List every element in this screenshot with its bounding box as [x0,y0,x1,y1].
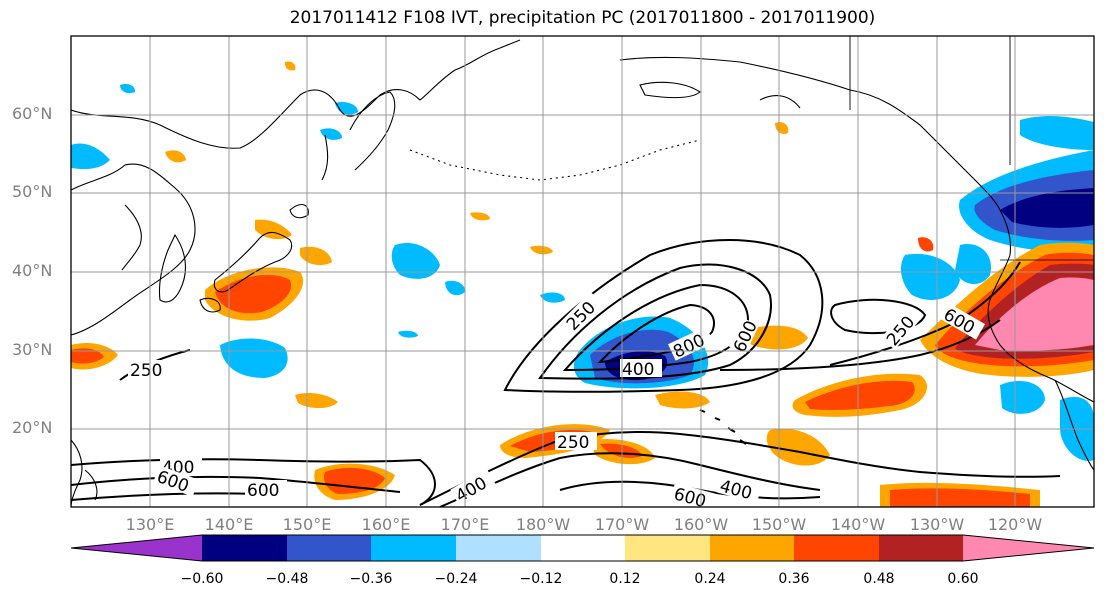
colorbar [70,534,1095,562]
lon-label-170e: 170°E [440,515,490,534]
colorbar-extend-max [963,535,1094,561]
contour-label-250-south: 250 [557,433,589,453]
colorbar-tick-3: −0.36 [349,571,393,587]
lon-label-170w: 170°W [594,515,650,534]
lon-label-160e: 160°E [361,515,411,534]
lat-label-60n: 60°N [12,104,53,123]
contour-label-250-west: 250 [130,361,162,381]
contour-label-400-hawaii: 400 [718,476,755,504]
lon-label-140e: 140°E [204,515,254,534]
lon-label-160w: 160°W [673,515,729,534]
lon-label-140w: 140°W [830,515,886,534]
ivt-contours [71,239,1061,507]
colorbar-tick-5: −0.12 [519,571,563,587]
colorbar-outline [70,534,1095,562]
map-title: 2017011412 F108 IVT, precipitation PC (2… [289,8,876,28]
colorbar-swatch-8 [794,535,879,561]
contour-label-600-hawaii: 600 [672,484,709,512]
coastlines [71,36,1094,507]
contour-label-600-south: 600 [247,481,279,501]
colorbar-swatch-2 [287,535,371,561]
colorbar-extend-min [71,535,202,561]
colorbar-tick-9: 0.48 [863,571,895,587]
lat-label-40n: 40°N [12,261,53,280]
lon-label-150e: 150°E [282,515,332,534]
lon-label-150w: 150°W [751,515,807,534]
lat-label-30n: 30°N [12,340,53,359]
colorbar-swatch-9 [879,535,963,561]
contour-labels: 250 250 250 250 800 600 600 400 400 600 … [128,291,986,512]
contour-label-400-jet: 400 [622,360,654,380]
colorbar-swatch-1 [202,535,287,561]
colorbar-tick-2: −0.48 [265,571,309,587]
colorbar-tick-1: −0.60 [180,571,224,587]
colorbar-swatch-4 [456,535,541,561]
colorbar-tick-4: −0.24 [434,571,478,587]
colorbar-tick-8: 0.36 [778,571,810,587]
colorbar-swatch-5 [541,535,625,561]
colorbar-tick-6: 0.12 [609,571,641,587]
lon-label-130w: 130°W [909,515,965,534]
colorbar-tick-7: 0.24 [694,571,726,587]
map-frame [70,35,1095,508]
colorbar-swatch-6 [625,535,710,561]
lon-label-130e: 130°E [125,515,175,534]
lat-label-50n: 50°N [12,182,53,201]
graticule [71,36,1094,507]
lon-label-120w: 120°W [987,515,1043,534]
lon-label-180w: 180°W [515,515,571,534]
lat-label-20n: 20°N [12,418,53,437]
colorbar-swatch-3 [371,535,456,561]
colorbar-swatch-7 [710,535,794,561]
colorbar-tick-10: 0.60 [947,571,979,587]
